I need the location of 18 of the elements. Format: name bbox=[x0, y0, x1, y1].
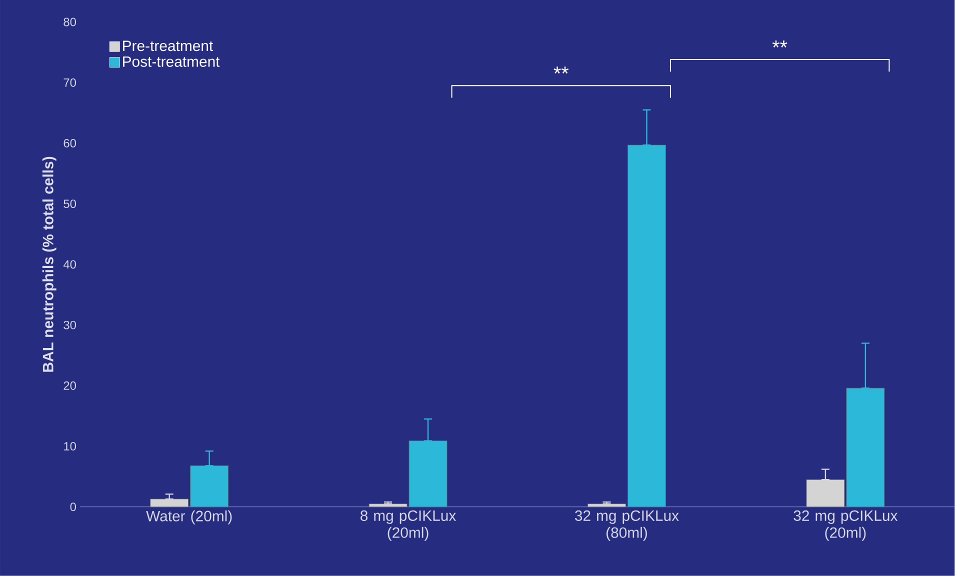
y-tick-label: 80 bbox=[64, 18, 76, 26]
x-tick-label: Water (20ml) bbox=[146, 510, 232, 524]
y-tick-label: 60 bbox=[64, 139, 76, 148]
y-tick-label: 0 bbox=[70, 502, 76, 512]
x-tick-label: 8 mg pCIKLux (20ml) bbox=[360, 510, 456, 541]
legend-label: Post-treatment bbox=[123, 56, 220, 67]
annotation: ** bbox=[554, 66, 569, 74]
y-tick-label: 70 bbox=[64, 78, 76, 87]
y-tick-label: 50 bbox=[64, 200, 76, 208]
legend-label: Pre-treatment bbox=[123, 40, 214, 52]
y-tick-label: 10 bbox=[64, 442, 76, 451]
y-axis-title: BAL neutrophils (% total cells) bbox=[42, 156, 56, 372]
x-tick-label: 32 mg pCIKLux (20ml) bbox=[794, 510, 898, 541]
y-tick-label: 20 bbox=[64, 381, 76, 390]
y-tick-label: 40 bbox=[63, 260, 76, 269]
y-tick-label: 30 bbox=[64, 320, 76, 330]
x-tick-label: 32 mg pCIKLux (80ml) bbox=[574, 510, 679, 541]
annotation: ** bbox=[772, 40, 788, 48]
